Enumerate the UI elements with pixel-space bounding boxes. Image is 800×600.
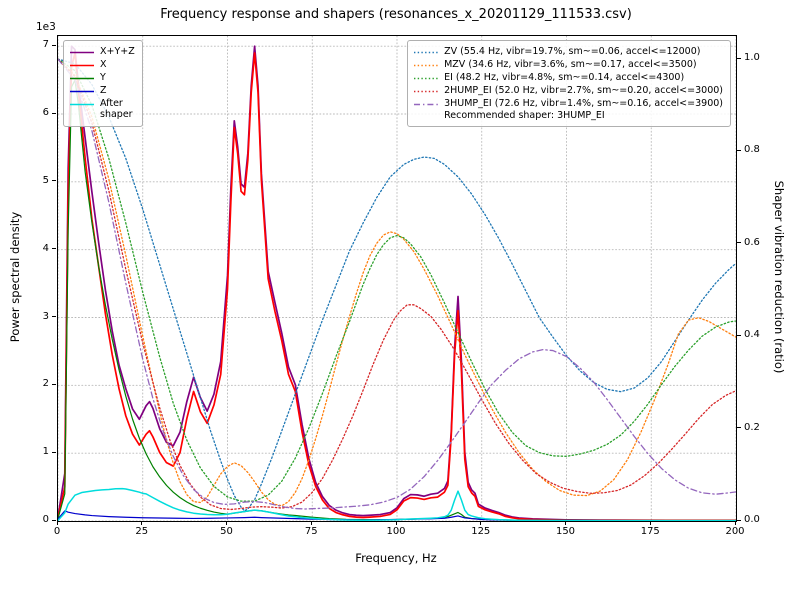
legend-note-recommended-shaper: Recommended shaper: 3HUMP_EI — [444, 110, 605, 122]
y-axis-label-left: Power spectral density — [8, 211, 22, 343]
y-left-tick-label: 5 — [42, 174, 49, 186]
legend-line-icon — [70, 90, 94, 92]
legend-line-icon — [414, 90, 439, 92]
y-right-tick-label: 1.0 — [744, 52, 760, 64]
x-tick-mark — [480, 521, 482, 525]
y-right-tick-mark — [737, 242, 741, 244]
legend-line-icon — [70, 64, 94, 67]
legend-item-x-y-z: X+Y+Z — [69, 46, 135, 58]
x-tick-mark — [226, 521, 227, 525]
y-left-tick-label: 3 — [42, 310, 49, 322]
x-tick-mark — [395, 521, 397, 525]
x-tick-mark — [310, 521, 312, 525]
x-tick-label: 175 — [640, 526, 660, 537]
legend-item-mzv: MZV (34.6 Hz, vibr=3.6%, sm~=0.17, accel… — [413, 59, 723, 71]
y-left-tick-mark — [52, 180, 56, 182]
x-tick-label: 50 — [220, 526, 233, 537]
legend-item-ei: EI (48.2 Hz, vibr=4.8%, sm~=0.14, accel<… — [413, 72, 723, 84]
legend-item-3hump-ei: 3HUMP_EI (72.6 Hz, vibr=1.4%, sm~=0.16, … — [413, 98, 723, 110]
y-right-tick-label: 0.2 — [744, 421, 760, 433]
x-axis-label: Frequency, Hz — [355, 551, 437, 565]
y-right-tick-label: 0.8 — [744, 144, 760, 156]
x-tick-mark — [56, 521, 58, 525]
y-left-tick-mark — [52, 316, 56, 317]
y-left-tick-label: 4 — [42, 242, 49, 254]
legend-shapers: ZV (55.4 Hz, vibr=19.7%, sm~=0.06, accel… — [407, 40, 731, 128]
y-right-tick-label: 0.6 — [744, 236, 760, 248]
y-right-tick-mark — [737, 427, 741, 429]
legend-line-icon — [70, 77, 94, 80]
legend-item-label: Y — [100, 71, 106, 83]
legend-line-icon — [414, 64, 439, 67]
y-left-tick-mark — [52, 451, 56, 453]
legend-item-label: EI (48.2 Hz, vibr=4.8%, sm~=0.14, accel<… — [444, 71, 685, 83]
legend-item-z: Z — [69, 85, 135, 97]
x-tick-label: 150 — [555, 526, 576, 537]
y-axis-offset-text: 1e3 — [36, 21, 56, 33]
legend-item-x: X — [69, 59, 135, 71]
legend-item-zv: ZV (55.4 Hz, vibr=19.7%, sm~=0.06, accel… — [413, 46, 723, 58]
y-left-tick-label: 7 — [42, 39, 49, 51]
y-right-tick-mark — [737, 334, 741, 336]
y-left-tick-mark — [52, 44, 56, 46]
x-tick-label: 25 — [135, 526, 149, 537]
y-left-tick-mark — [52, 112, 56, 114]
y-axis-label-right: Shaper vibration reduction (ratio) — [772, 180, 786, 374]
legend-line-icon — [414, 51, 439, 54]
legend-item-label: X+Y+Z — [100, 46, 135, 57]
x-tick-mark — [649, 521, 651, 525]
legend-item-label: X — [100, 58, 107, 70]
x-tick-mark — [141, 521, 143, 525]
y-right-tick-mark — [737, 519, 741, 521]
legend-item-label: ZV (55.4 Hz, vibr=19.7%, sm~=0.06, accel… — [444, 46, 701, 57]
y-right-tick-label: 0.0 — [744, 514, 760, 525]
x-tick-label: 0 — [53, 526, 61, 537]
x-tick-mark — [734, 521, 736, 525]
y-left-tick-label: 0 — [42, 514, 49, 525]
legend-item-label: 2HUMP_EI (52.0 Hz, vibr=2.7%, sm~=0.20, … — [444, 84, 723, 96]
legend-item-label: 3HUMP_EI (72.6 Hz, vibr=1.4%, sm~=0.16, … — [444, 97, 723, 109]
y-left-tick-label: 6 — [42, 107, 49, 118]
y-left-tick-mark — [52, 248, 56, 250]
y-left-tick-label: 1 — [42, 446, 49, 458]
legend-item-y: Y — [69, 72, 135, 84]
legend-item-label: MZV (34.6 Hz, vibr=3.6%, sm~=0.17, accel… — [444, 58, 697, 70]
legend-line-icon — [70, 103, 94, 105]
y-right-tick-mark — [737, 149, 741, 151]
legend-psd: X+Y+Z X Y Z After shaper — [63, 40, 143, 128]
x-tick-label: 75 — [304, 526, 318, 537]
plot-area: X+Y+Z X Y Z After shaper ZV (55.4 Hz, vibr=1… — [57, 35, 737, 522]
x-tick-label: 200 — [725, 526, 745, 537]
y-right-tick-label: 0.4 — [744, 329, 760, 341]
legend-item-after-shaper: After shaper — [69, 98, 135, 122]
y-left-tick-mark — [52, 519, 56, 521]
legend-item-label: After shaper — [100, 97, 133, 121]
y-left-tick-label: 2 — [42, 378, 49, 390]
y-right-tick-mark — [737, 57, 741, 59]
legend-line-icon — [70, 51, 94, 54]
legend-line-icon — [414, 103, 439, 105]
y-left-tick-mark — [52, 383, 56, 385]
legend-item-label: Z — [100, 84, 107, 96]
legend-item-2hump-ei: 2HUMP_EI (52.0 Hz, vibr=2.7%, sm~=0.20, … — [413, 85, 723, 97]
legend-line-icon — [414, 77, 439, 80]
x-tick-label: 125 — [471, 526, 491, 537]
x-tick-mark — [565, 521, 566, 525]
x-tick-label: 100 — [386, 526, 406, 537]
chart-title: Frequency response and shapers (resonanc… — [160, 7, 632, 22]
